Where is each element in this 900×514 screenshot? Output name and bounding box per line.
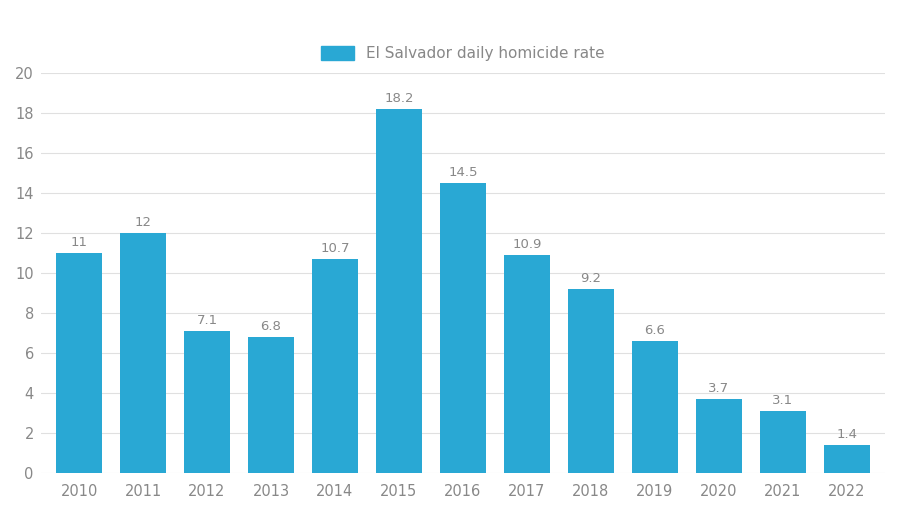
Bar (504, 255, 550, 473)
Text: 12: 12 (134, 216, 151, 229)
Text: 6.8: 6.8 (260, 320, 282, 333)
Bar (56, 253, 102, 473)
Text: 3.1: 3.1 (772, 394, 793, 407)
Text: 7.1: 7.1 (196, 314, 218, 327)
Text: 18.2: 18.2 (384, 92, 414, 105)
Bar (696, 399, 742, 473)
Text: 6.6: 6.6 (644, 324, 665, 337)
Text: 1.4: 1.4 (836, 428, 857, 442)
Text: 10.9: 10.9 (512, 238, 542, 251)
Text: 11: 11 (70, 236, 87, 249)
Bar (376, 108, 422, 473)
Text: 14.5: 14.5 (448, 166, 478, 179)
Bar (312, 259, 358, 473)
Bar (248, 337, 294, 473)
Bar (824, 445, 869, 473)
Legend: El Salvador daily homicide rate: El Salvador daily homicide rate (314, 40, 611, 67)
Bar (760, 411, 806, 473)
Text: 9.2: 9.2 (580, 272, 601, 285)
Bar (632, 341, 678, 473)
Bar (184, 331, 230, 473)
Text: 10.7: 10.7 (320, 242, 350, 255)
Bar (568, 289, 614, 473)
Text: 3.7: 3.7 (708, 382, 729, 395)
Bar (120, 233, 166, 473)
Bar (440, 182, 486, 473)
